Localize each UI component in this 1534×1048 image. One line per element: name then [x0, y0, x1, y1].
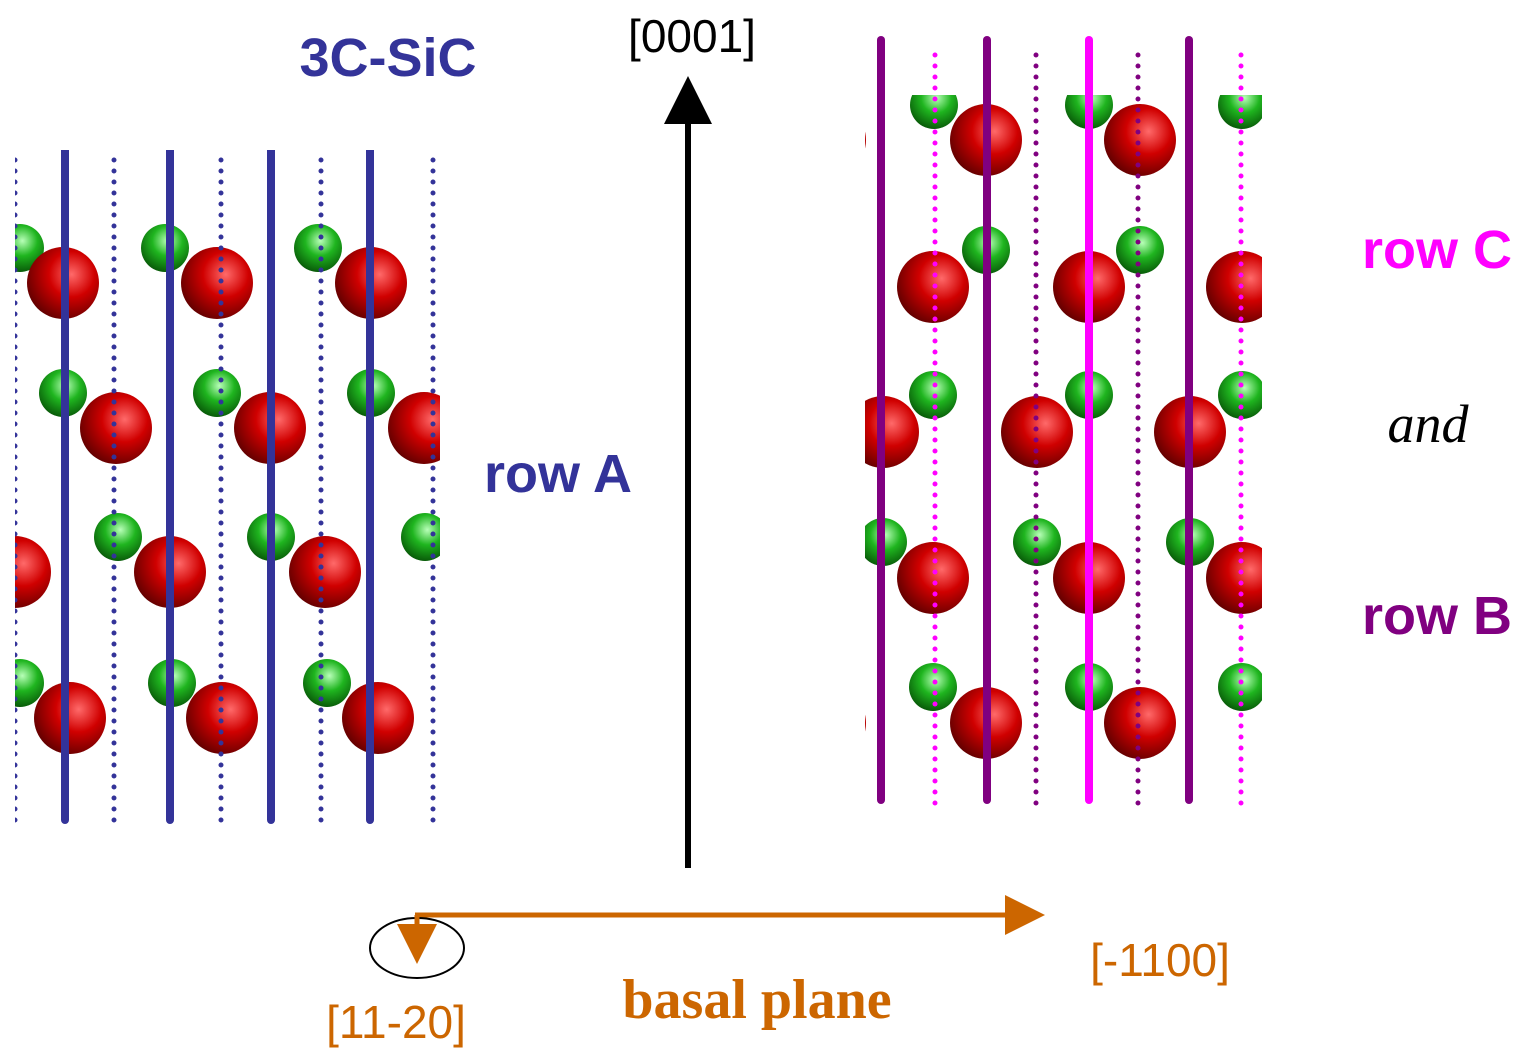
4h-sic-structure [794, 81, 1336, 759]
carbon-atom [1116, 226, 1164, 274]
carbon-atom [0, 659, 44, 707]
silicon-atom [1264, 687, 1336, 759]
axis-label: [11-20] [326, 996, 466, 1048]
carbon-atom [303, 659, 351, 707]
conjunction: and [1388, 394, 1470, 454]
silicon-atom [34, 682, 106, 754]
silicon-atom [342, 682, 414, 754]
plane-label: basal plane [622, 969, 891, 1031]
axis-label: [0001] [628, 10, 756, 62]
silicon-atom [181, 247, 253, 319]
silicon-atom [1264, 104, 1336, 176]
silicon-atom [897, 542, 969, 614]
carbon-atom [141, 224, 189, 272]
title: 3C-SiC [299, 28, 476, 88]
carbon-atom [94, 513, 142, 561]
silicon-atom [0, 536, 51, 608]
row-label: row C [1362, 220, 1512, 280]
3c-sic-structure [0, 150, 460, 822]
silicon-atom [388, 392, 460, 464]
carbon-atom [294, 224, 342, 272]
carbon-atom [193, 369, 241, 417]
silicon-atom [794, 104, 866, 176]
axis-label: [-1100] [1090, 934, 1230, 986]
silicon-atom [289, 536, 361, 608]
row-label: row B [1362, 586, 1512, 646]
silicon-atom [794, 687, 866, 759]
carbon-atom [401, 513, 449, 561]
row-label: row A [484, 444, 632, 504]
diagram: 3C-SiC [0001] row A row C and row B [11-… [0, 0, 1534, 1048]
